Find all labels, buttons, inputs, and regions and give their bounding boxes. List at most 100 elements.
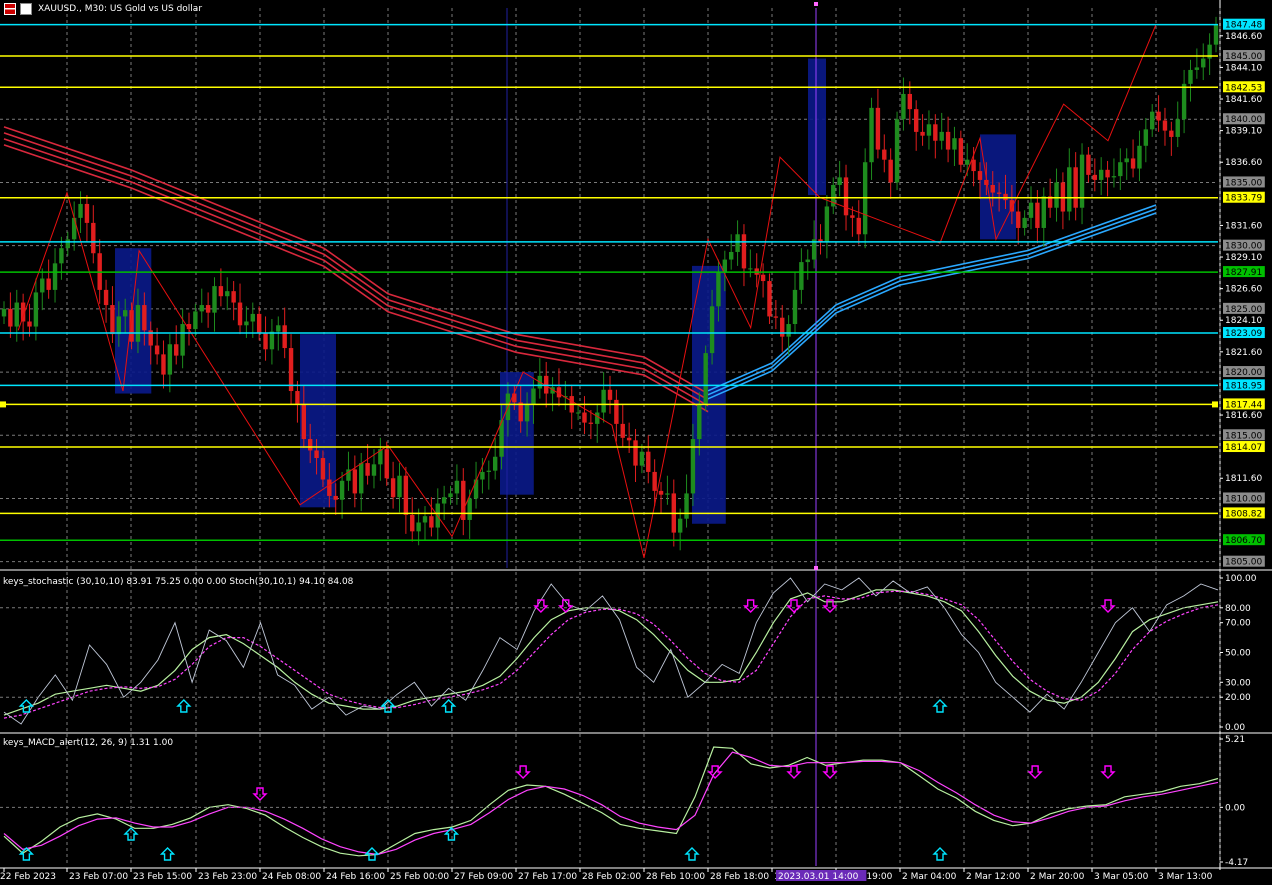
candle-body [633, 440, 638, 466]
candle-body [1150, 111, 1155, 130]
candle-body [729, 251, 734, 260]
candle-body [1041, 196, 1046, 228]
supply-demand-zone [808, 58, 826, 196]
x-tick-label: 28 Feb 10:00 [646, 872, 705, 882]
moving-average-red [3, 138, 709, 407]
macd-sell-arrow-icon [822, 765, 838, 779]
chart-title: XAUUSD., M30: US Gold vs US dollar [38, 4, 203, 14]
candle-body [397, 475, 402, 498]
x-tick-label: 24 Feb 08:00 [262, 872, 321, 882]
candle-body [799, 262, 804, 290]
candle-body [760, 274, 766, 282]
stochastic-title: keys_stochastic (30,10,10) 83.91 75.25 0… [3, 577, 354, 587]
x-tick-label: 2 Mar 12:00 [966, 872, 1021, 882]
candle-body [926, 124, 932, 136]
window-icon[interactable] [20, 3, 32, 15]
candle-body [933, 124, 938, 141]
level-label: 1818.95 [1225, 381, 1262, 391]
candle-body [786, 324, 791, 337]
candle-body [837, 177, 842, 185]
x-tick-label-group: 24 Feb 08:00 [262, 872, 321, 882]
y-grid-label-group: 1825.00 [1223, 302, 1265, 315]
y-tick-label-group: 1844.10 [1225, 63, 1262, 73]
candle-body [186, 324, 192, 330]
candle-body [843, 177, 849, 216]
y-grid-label: 1845.00 [1225, 52, 1262, 62]
candle-body [1201, 58, 1206, 68]
candle-body [448, 493, 453, 498]
macd-buy-arrow-icon [364, 847, 380, 861]
y-tick-label-group: 1824.10 [1225, 316, 1262, 326]
level-label-bg [1223, 507, 1265, 519]
level-label-bg [1223, 191, 1265, 203]
chart-menu-icon[interactable] [4, 3, 16, 15]
candle-body [20, 302, 26, 322]
candle-body [556, 387, 562, 398]
candle-body [59, 248, 64, 264]
candle-body [971, 159, 976, 172]
candle-body [40, 278, 45, 293]
x-tick-label-group: 23 Feb 23:00 [198, 872, 257, 882]
candle-body [71, 217, 77, 240]
macd-sell-arrow-icon [1027, 765, 1043, 779]
candle-body [154, 345, 160, 355]
stochastic-title-group: keys_stochastic (30,10,10) 83.91 75.25 0… [3, 577, 354, 587]
macd-sell-arrow-icon [786, 765, 802, 779]
candle-body [1047, 196, 1053, 208]
candle-body [339, 480, 345, 500]
y-grid-label-group: 1840.00 [1223, 113, 1265, 125]
y-tick-label: 1844.10 [1225, 63, 1262, 73]
y-tick-label: 1811.60 [1225, 474, 1262, 484]
candle-body [1016, 211, 1021, 228]
candle-body [27, 321, 32, 327]
candle-body [135, 305, 141, 342]
y-tick-label-group: 1831.60 [1225, 221, 1262, 231]
candle-body [333, 495, 338, 500]
x-tick-label-group: 25 Feb 00:00 [390, 872, 449, 882]
macd-buy-arrow-icon [932, 847, 948, 861]
candle-body [1162, 120, 1168, 131]
candle-body [499, 420, 504, 457]
level-label-bg [1223, 18, 1265, 30]
candle-body [473, 479, 479, 499]
candle-body [8, 308, 13, 327]
y-tick-label-group: 1829.10 [1225, 253, 1262, 263]
stochastic-y-tick-label: 20.00 [1225, 693, 1251, 703]
y-tick-label-group: 1839.10 [1225, 127, 1262, 137]
level-label-group: 1817.44 [1223, 398, 1265, 410]
candle-body [1213, 24, 1219, 45]
candle-body [65, 239, 70, 249]
stochastic-sell-arrow-icon [1100, 599, 1116, 613]
candle-body [773, 316, 779, 318]
x-tick-label: 27 Feb 17:00 [518, 872, 577, 882]
macd-signal-line [3, 751, 1219, 856]
stochastic-y-tick-label-group: 0.00 [1225, 723, 1245, 733]
candle-body [690, 439, 696, 494]
candle-body [945, 131, 951, 150]
candle-body [486, 470, 491, 472]
macd-macd-line [3, 746, 1219, 857]
level-label-group: 1842.53 [1223, 81, 1265, 93]
x-tick-label-group: 24 Feb 16:00 [326, 872, 385, 882]
candle-body [1137, 145, 1142, 169]
candle-body [327, 479, 332, 496]
candle-body [913, 109, 919, 132]
candle-body [709, 306, 715, 354]
moving-average-red [3, 132, 709, 401]
candle-body [276, 325, 281, 332]
candle-body [454, 480, 460, 494]
y-tick-label-group: 1841.60 [1225, 95, 1262, 105]
y-grid-label: 1820.00 [1225, 368, 1262, 378]
candle-body [1092, 174, 1097, 180]
candle-body [920, 131, 925, 136]
y-grid-label-group: 1805.00 [1223, 555, 1265, 568]
macd-sell-arrow-icon [515, 765, 531, 779]
y-tick-label: 1826.60 [1225, 285, 1262, 295]
candle-body [441, 497, 447, 504]
candle-body [371, 464, 377, 476]
candle-body [359, 463, 364, 494]
candle-body [142, 305, 147, 331]
candle-body [1124, 158, 1129, 163]
chart-header: XAUUSD., M30: US Gold vs US dollar [0, 0, 202, 18]
